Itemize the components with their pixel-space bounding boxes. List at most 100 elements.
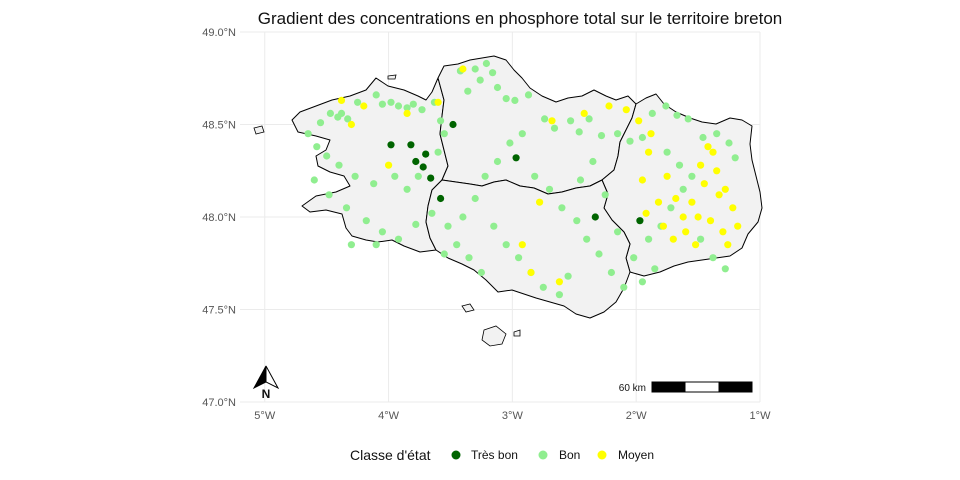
station-point-bon	[699, 133, 707, 142]
station-point-bon	[555, 291, 564, 299]
station-point-moyen	[719, 228, 727, 236]
station-point-moyen	[638, 176, 647, 184]
monitoring-stations	[304, 59, 742, 299]
station-point-moyen	[645, 148, 653, 156]
latitude-axis-labels: 49.0°N 48.5°N 48.0°N 47.5°N 47.0°N	[202, 27, 236, 409]
station-point-bon	[697, 235, 705, 243]
station-point-moyen	[555, 278, 564, 286]
station-point-bon	[391, 172, 399, 180]
station-point-bon	[403, 104, 411, 112]
station-point-bon	[372, 91, 380, 99]
station-point-bon	[626, 137, 634, 145]
station-point-tres-bon	[636, 217, 644, 225]
station-point-bon	[614, 130, 622, 138]
station-point-moyen	[605, 102, 613, 110]
legend-label-moyen: Moyen	[618, 448, 654, 462]
station-point-moyen	[536, 198, 544, 206]
station-point-bon	[434, 148, 442, 156]
station-point-bon	[589, 157, 597, 166]
station-point-bon	[583, 235, 591, 243]
station-point-moyen	[580, 109, 588, 117]
latitude-tick-label: 47.0°N	[202, 397, 236, 409]
legend-swatch-tres-bon	[451, 450, 461, 460]
station-point-bon	[663, 148, 671, 156]
station-point-bon	[337, 109, 346, 117]
station-point-bon	[471, 65, 479, 73]
station-point-bon	[558, 204, 566, 212]
station-point-bon	[493, 157, 502, 166]
station-point-tres-bon	[591, 213, 599, 221]
station-point-moyen	[459, 65, 467, 73]
station-point-bon	[630, 254, 638, 262]
longitude-tick-label: 5°W	[254, 410, 276, 422]
station-point-bon	[709, 254, 717, 262]
station-point-bon	[614, 228, 622, 236]
station-point-moyen	[694, 213, 702, 221]
station-point-moyen	[518, 241, 526, 249]
station-point-bon	[515, 254, 523, 262]
station-point-bon	[489, 69, 497, 77]
latitude-tick-label: 48.0°N	[202, 212, 236, 224]
station-point-bon	[620, 283, 628, 291]
station-point-bon	[667, 204, 675, 212]
station-point-bon	[394, 102, 403, 110]
station-point-bon	[444, 222, 452, 230]
legend: Classe d'état Très bon Bon Moyen	[350, 447, 654, 463]
station-point-moyen	[700, 180, 708, 188]
longitude-tick-label: 2°W	[626, 410, 648, 422]
station-point-bon	[531, 172, 539, 180]
station-point-bon	[518, 130, 526, 138]
scale-bar: 60 km	[619, 381, 753, 394]
station-point-bon	[471, 194, 479, 203]
station-point-moyen	[635, 117, 643, 125]
station-point-bon	[567, 117, 575, 125]
station-point-bon	[607, 268, 616, 277]
station-point-bon	[638, 133, 647, 142]
station-point-moyen	[715, 191, 723, 199]
longitude-axis-labels: 5°W 4°W 3°W 2°W 1°W	[254, 410, 771, 422]
legend-swatch-bon	[538, 450, 548, 460]
station-point-bon	[673, 111, 681, 119]
station-point-bon	[326, 109, 334, 117]
station-point-bon	[576, 176, 585, 184]
station-point-moyen	[622, 106, 630, 114]
station-point-bon	[651, 265, 659, 273]
station-point-moyen	[672, 194, 680, 203]
station-point-bon	[459, 213, 467, 221]
region-morbihan	[425, 179, 631, 319]
scale-bar-segment	[684, 381, 720, 393]
station-point-tres-bon	[437, 194, 445, 203]
station-point-moyen	[704, 143, 712, 151]
station-point-tres-bon	[387, 141, 395, 149]
station-point-moyen	[337, 96, 346, 104]
station-point-moyen	[724, 241, 732, 249]
station-point-tres-bon	[427, 174, 435, 182]
station-point-tres-bon	[512, 154, 520, 162]
station-point-moyen	[688, 198, 696, 206]
station-point-bon	[601, 191, 609, 199]
station-point-bon	[342, 204, 351, 212]
station-point-bon	[414, 172, 422, 180]
station-point-bon	[731, 154, 739, 162]
station-point-bon	[344, 115, 352, 123]
station-point-bon	[524, 91, 533, 99]
station-point-bon	[481, 172, 489, 180]
station-point-tres-bon	[412, 157, 420, 166]
station-point-bon	[335, 161, 343, 169]
island-belle-ile	[481, 325, 507, 347]
station-point-bon	[713, 130, 721, 138]
station-point-bon	[476, 76, 484, 84]
station-point-bon	[541, 115, 549, 123]
station-point-bon	[573, 217, 581, 225]
north-arrow-icon	[265, 365, 280, 390]
station-point-moyen	[527, 268, 535, 277]
station-point-moyen	[669, 235, 677, 243]
station-point-moyen	[360, 102, 368, 110]
station-point-bon	[453, 241, 461, 249]
station-point-moyen	[729, 204, 737, 212]
station-point-bon	[645, 235, 653, 243]
station-point-bon	[493, 83, 502, 92]
station-point-bon	[378, 228, 386, 236]
station-point-bon	[394, 235, 403, 243]
